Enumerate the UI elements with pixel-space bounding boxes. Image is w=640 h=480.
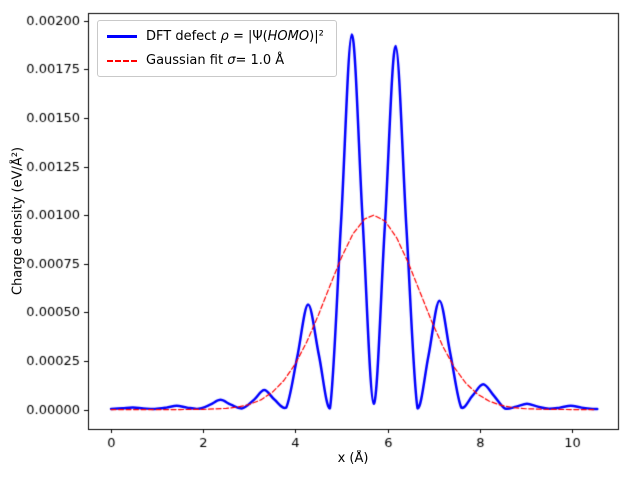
x-axis-label: x (Å) [337, 451, 369, 466]
legend-label-gaussian: Gaussian fit σ= 1.0 Å [146, 53, 285, 68]
legend: DFT defect ρ = |Ψ(HOMO)|² Gaussian fit σ… [97, 20, 337, 77]
legend-entry-dft: DFT defect ρ = |Ψ(HOMO)|² [107, 29, 324, 44]
legend-line-sample-blue [107, 35, 137, 38]
legend-entry-gaussian: Gaussian fit σ= 1.0 Å [107, 53, 324, 68]
legend-label-dft: DFT defect ρ = |Ψ(HOMO)|² [146, 29, 324, 44]
legend-line-sample-red [107, 59, 137, 62]
y-axis-label: Charge density (eV/Å²) [10, 146, 26, 296]
